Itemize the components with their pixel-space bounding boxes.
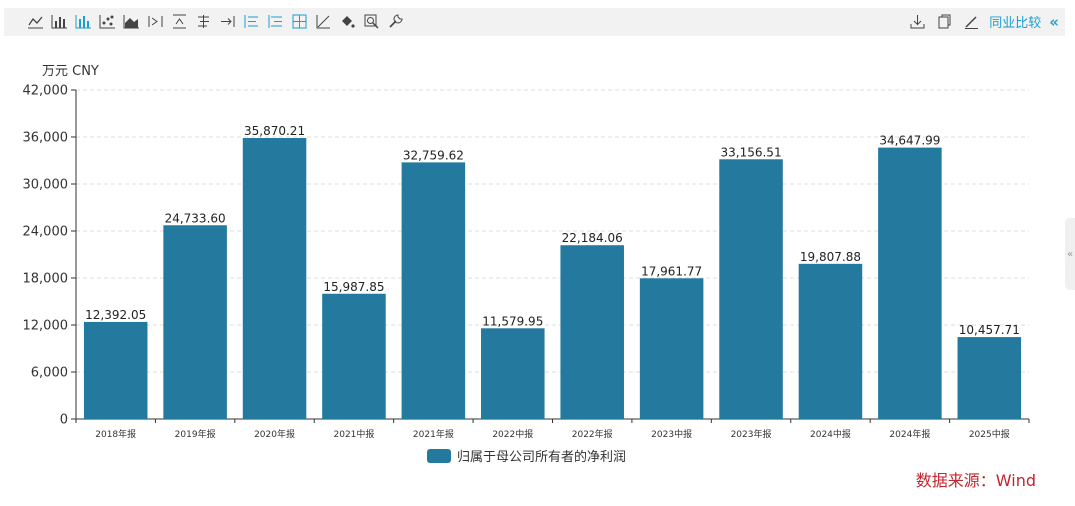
download-icon[interactable] bbox=[908, 12, 927, 31]
bar-value-label: 15,987.85 bbox=[323, 280, 384, 294]
bar bbox=[401, 162, 466, 419]
bar bbox=[639, 278, 704, 419]
bar-value-label: 10,457.71 bbox=[959, 323, 1020, 337]
bar bbox=[322, 293, 386, 419]
align-end-icon[interactable] bbox=[218, 12, 237, 31]
chart-legend[interactable]: 归属于母公司所有者的净利润 bbox=[427, 446, 626, 465]
bar-value-label: 34,647.99 bbox=[879, 134, 940, 148]
grid-icon[interactable] bbox=[290, 12, 309, 31]
list-indent-icon[interactable] bbox=[266, 12, 285, 31]
chevron-left-icon: « bbox=[1066, 248, 1074, 260]
bar-value-label: 24,733.60 bbox=[165, 211, 226, 225]
toolbar-chart-tools bbox=[26, 12, 405, 31]
legend-swatch bbox=[427, 448, 451, 463]
x-tick-label: 2021年报 bbox=[413, 428, 454, 440]
x-tick-label: 2020年报 bbox=[254, 428, 295, 440]
legend-label: 归属于母公司所有者的净利润 bbox=[457, 450, 627, 465]
x-tick-label: 2021中报 bbox=[334, 428, 375, 440]
align-top-icon[interactable] bbox=[170, 12, 189, 31]
bar bbox=[83, 321, 148, 419]
x-tick-label: 2023中报 bbox=[651, 428, 692, 440]
x-tick-label: 2024中报 bbox=[810, 428, 851, 440]
bar bbox=[878, 147, 942, 419]
bar-value-label: 11,579.95 bbox=[482, 314, 543, 328]
area-chart-icon[interactable] bbox=[122, 12, 141, 31]
bar bbox=[560, 245, 624, 419]
bar-value-label: 22,184.06 bbox=[562, 231, 623, 245]
chart-toolbar: 同业比较 « bbox=[4, 8, 1065, 36]
zoom-icon[interactable] bbox=[362, 12, 381, 31]
copy-icon[interactable] bbox=[935, 12, 954, 31]
align-right-icon[interactable] bbox=[146, 12, 165, 31]
wrench-icon[interactable] bbox=[386, 12, 405, 31]
y-tick-label: 24,000 bbox=[23, 225, 69, 240]
fill-bucket-icon[interactable] bbox=[338, 12, 357, 31]
y-tick-label: 0 bbox=[60, 413, 68, 428]
x-tick-label: 2024年报 bbox=[889, 428, 930, 440]
side-panel-toggle[interactable]: « bbox=[1065, 218, 1075, 290]
bar-value-label: 33,156.51 bbox=[721, 145, 782, 159]
y-tick-label: 36,000 bbox=[23, 131, 69, 146]
bar bbox=[719, 159, 783, 420]
y-tick-label: 30,000 bbox=[23, 178, 69, 193]
bar bbox=[798, 263, 863, 419]
center-axis-icon[interactable] bbox=[194, 12, 213, 31]
y-tick-label: 18,000 bbox=[23, 272, 69, 287]
bar-value-label: 17,961.77 bbox=[641, 264, 702, 278]
bar bbox=[163, 225, 227, 419]
bar bbox=[957, 337, 1022, 419]
x-tick-label: 2022中报 bbox=[492, 428, 533, 440]
y-axis-unit-label: 万元 CNY bbox=[42, 64, 99, 79]
edit-icon[interactable] bbox=[962, 12, 981, 31]
peer-compare-button[interactable]: 同业比较 bbox=[989, 16, 1042, 31]
bar-value-label: 19,807.88 bbox=[800, 250, 861, 264]
data-source-label: 数据来源：Wind bbox=[915, 471, 1036, 490]
toolbar-actions: 同业比较 « bbox=[908, 12, 1059, 31]
x-tick-label: 2019年报 bbox=[175, 428, 216, 440]
stacked-bar-icon[interactable] bbox=[74, 12, 93, 31]
x-tick-label: 2023年报 bbox=[731, 428, 772, 440]
bar-value-label: 32,759.62 bbox=[403, 148, 464, 162]
bar-value-label: 12,392.05 bbox=[85, 308, 146, 322]
y-tick-label: 42,000 bbox=[23, 84, 69, 99]
bar-chart-icon[interactable] bbox=[50, 12, 69, 31]
list-left-icon[interactable] bbox=[242, 12, 261, 31]
x-tick-label: 2025中报 bbox=[969, 428, 1010, 440]
bar-value-label: 35,870.21 bbox=[244, 124, 305, 138]
trend-icon[interactable] bbox=[314, 12, 333, 31]
y-tick-label: 12,000 bbox=[23, 319, 69, 334]
x-tick-label: 2018年报 bbox=[95, 428, 136, 440]
x-tick-label: 2022年报 bbox=[572, 428, 613, 440]
bar bbox=[481, 328, 545, 419]
collapse-chevron-icon[interactable]: « bbox=[1049, 12, 1059, 31]
scatter-icon[interactable] bbox=[98, 12, 117, 31]
line-chart-icon[interactable] bbox=[26, 12, 45, 31]
bar bbox=[242, 138, 307, 419]
y-tick-label: 6,000 bbox=[31, 366, 68, 381]
